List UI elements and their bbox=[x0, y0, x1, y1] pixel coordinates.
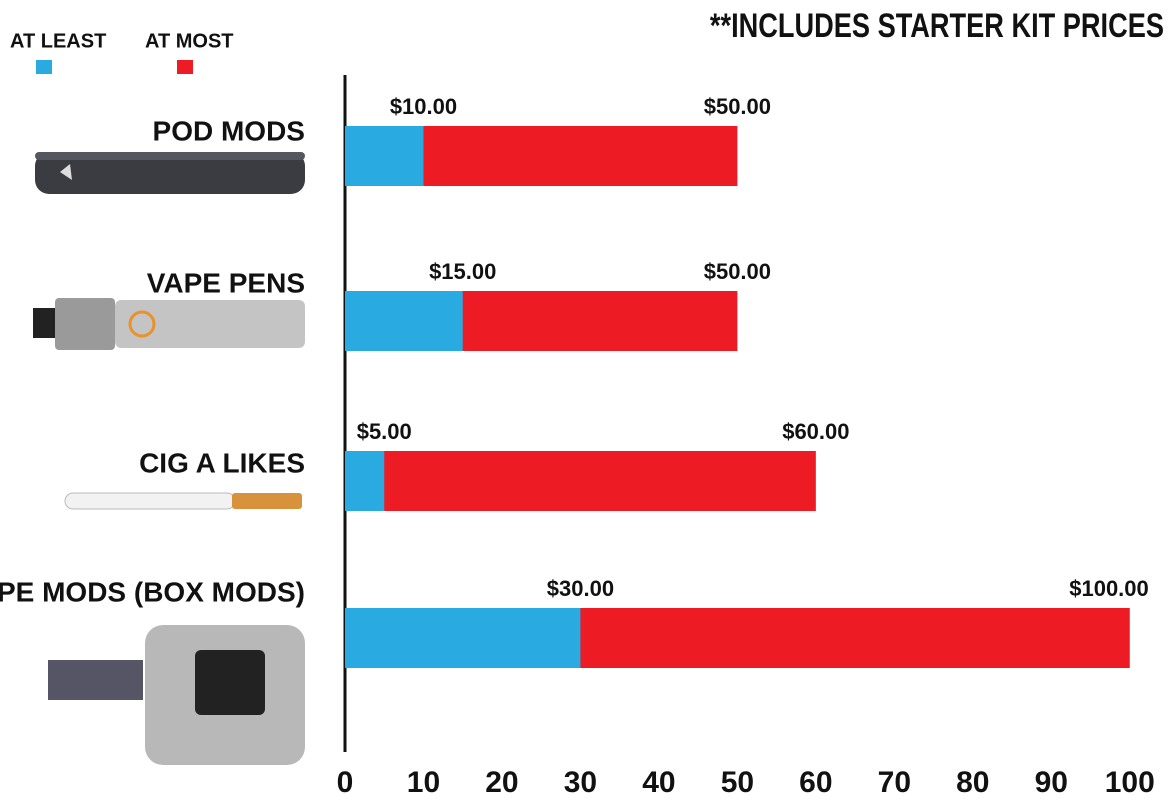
value-label: $30.00 bbox=[547, 576, 614, 601]
bar bbox=[345, 451, 385, 511]
x-tick-label: 0 bbox=[337, 766, 354, 799]
value-label: $50.00 bbox=[704, 94, 771, 119]
bar bbox=[345, 608, 581, 668]
x-tick-label: 50 bbox=[721, 766, 754, 799]
category-label: VAPE PENS bbox=[147, 267, 305, 298]
x-tick-label: 10 bbox=[407, 766, 440, 799]
bar bbox=[345, 451, 816, 511]
category-label: VAPE MODS (BOX MODS) bbox=[0, 576, 305, 607]
bar bbox=[345, 126, 424, 186]
x-tick-label: 100 bbox=[1105, 766, 1155, 799]
value-label: $60.00 bbox=[782, 419, 849, 444]
x-tick-label: 40 bbox=[642, 766, 675, 799]
pod-mod-image bbox=[35, 152, 305, 194]
chart-title: **INCLUDES STARTER KIT PRICES bbox=[710, 6, 1164, 45]
legend-label: AT MOST bbox=[145, 30, 234, 52]
value-label: $100.00 bbox=[1069, 576, 1149, 601]
bar bbox=[345, 291, 463, 351]
value-label: $10.00 bbox=[390, 94, 457, 119]
value-label: $50.00 bbox=[704, 259, 771, 284]
x-tick-label: 20 bbox=[485, 766, 518, 799]
x-tick-label: 60 bbox=[799, 766, 832, 799]
x-tick-label: 80 bbox=[956, 766, 989, 799]
category-label: CIG A LIKES bbox=[139, 447, 305, 478]
legend-label: AT LEAST bbox=[10, 30, 106, 52]
x-tick-label: 70 bbox=[878, 766, 911, 799]
cig-a-like-image bbox=[64, 492, 302, 510]
value-label: $5.00 bbox=[357, 419, 412, 444]
x-tick-label: 90 bbox=[1035, 766, 1068, 799]
box-mod-image bbox=[48, 625, 305, 765]
x-tick-label: 30 bbox=[564, 766, 597, 799]
vape-pen-image bbox=[33, 298, 305, 350]
category-label: POD MODS bbox=[153, 115, 305, 146]
legend-swatch bbox=[177, 60, 193, 74]
value-label: $15.00 bbox=[429, 259, 496, 284]
legend-swatch bbox=[36, 60, 52, 74]
